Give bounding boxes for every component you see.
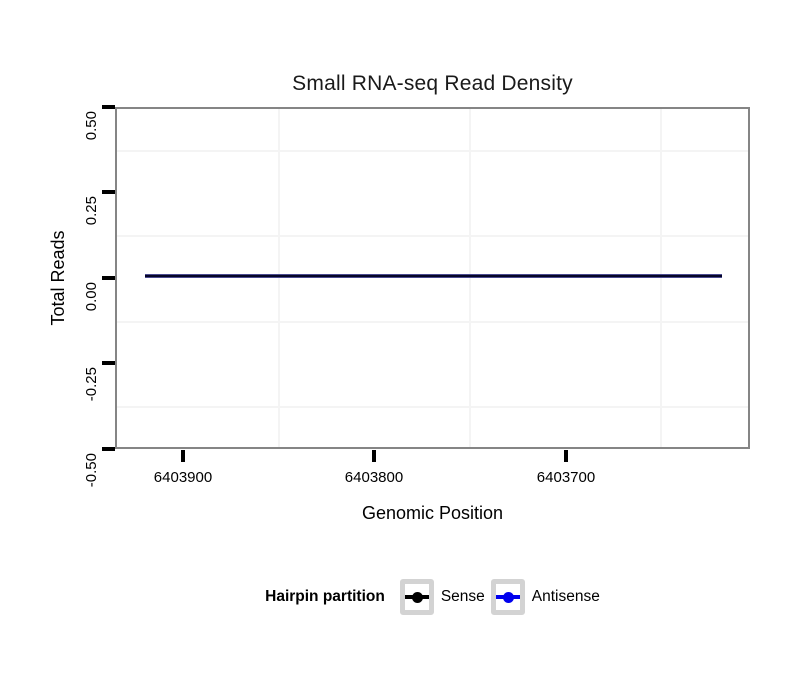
x-tick-label: 6403900 <box>153 469 213 486</box>
gridline-minor-vertical <box>278 109 280 447</box>
gridline-minor-horizontal <box>117 321 748 323</box>
x-axis-tick <box>181 450 185 462</box>
y-tick-label: -0.25 <box>83 367 100 402</box>
legend-label-sense: Sense <box>440 588 485 605</box>
x-tick-label: 6403800 <box>344 469 404 486</box>
legend: Hairpin partition Sense Antisense <box>115 577 750 617</box>
legend-item-antisense: Antisense <box>490 579 600 615</box>
y-axis-tick <box>102 190 115 194</box>
plot-panel <box>115 107 750 449</box>
legend-key-antisense <box>490 579 525 615</box>
chart-title: Small RNA-seq Read Density <box>292 72 573 95</box>
y-axis-tick <box>102 447 115 451</box>
gridline-minor-vertical <box>469 109 471 447</box>
y-tick-label: 0.50 <box>83 111 100 141</box>
legend-key-sense <box>399 579 434 615</box>
sense-point-glyph <box>411 592 423 603</box>
x-axis-title: Genomic Position <box>361 503 504 523</box>
legend-item-sense: Sense <box>399 579 485 615</box>
y-axis-tick <box>102 361 115 365</box>
x-tick-label: 6403700 <box>536 469 596 486</box>
gridline-minor-horizontal <box>117 406 748 408</box>
y-axis-title: Total Reads <box>48 230 68 326</box>
y-axis-tick <box>102 105 115 109</box>
x-axis-tick <box>372 450 376 462</box>
read-density-line <box>145 274 722 278</box>
legend-title: Hairpin partition <box>265 588 385 605</box>
x-axis-tick <box>564 450 568 462</box>
gridline-minor-horizontal <box>117 235 748 237</box>
y-tick-label: 0.00 <box>83 282 100 312</box>
y-tick-label: 0.25 <box>83 196 100 226</box>
y-axis-tick <box>102 276 115 280</box>
antisense-point-glyph <box>502 592 514 603</box>
gridline-minor-horizontal <box>117 150 748 152</box>
y-tick-label: -0.50 <box>83 453 100 488</box>
gridline-minor-vertical <box>660 109 662 447</box>
legend-label-antisense: Antisense <box>531 588 600 605</box>
